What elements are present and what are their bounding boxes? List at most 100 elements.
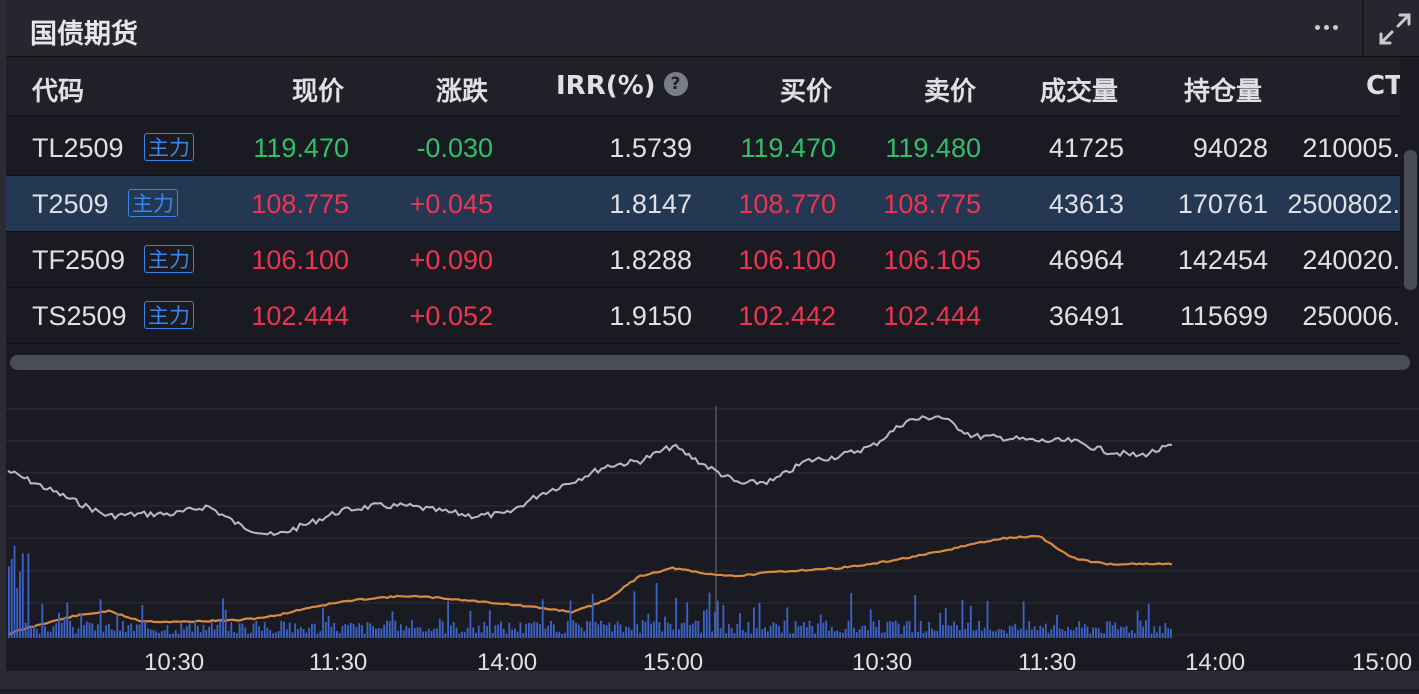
volume-bar [74,633,77,638]
volume-bar [794,621,797,638]
volume-cell: 46964 [1048,245,1124,275]
volume-bar [147,628,149,638]
volume-bar [766,631,769,638]
volume-bar [786,607,789,638]
volume-bar [905,621,908,638]
irr-cell: 1.8147 [609,189,692,219]
volume-bar [730,627,733,638]
volume-bar [694,620,697,638]
col-ask[interactable]: 卖价 [924,77,977,107]
volume-bar [967,622,969,638]
col-open-interest[interactable]: 持仓量 [1184,77,1263,107]
table-row[interactable]: TF2509 106.100 +0.090 1.8288 106.100 106.105 4… [6,232,1400,288]
volume-bar [700,632,702,638]
left-border [0,0,6,689]
volume-bar [666,622,669,638]
volume-bar [91,623,94,638]
volume-bar [205,630,208,638]
volume-bar [425,631,427,638]
volume-bar [744,632,747,638]
volume-bar [344,624,347,638]
volume-bar [349,622,352,638]
expand-arrows-icon[interactable] [1376,10,1414,48]
table-row[interactable]: TS2509 102.444 +0.052 1.9150 102.442 102.444 3… [6,288,1400,344]
volume-bar [994,631,997,638]
col-bid[interactable]: 买价 [780,77,833,107]
volume-bar [847,620,850,638]
col-irr[interactable]: IRR(%)? [556,71,688,101]
volume-bar [299,626,302,638]
volume-bar [619,624,622,638]
intraday-chart[interactable]: 10:30 11:30 14:00 15:00 10:30 11:30 14:00 15:00 [6,376,1419,689]
volume-bar [1070,629,1072,638]
col-price[interactable]: 现价 [292,77,345,107]
volume-bar [525,624,527,638]
volume-bar [427,628,430,638]
main-contract-badge: 主力 [144,301,194,329]
more-options-button[interactable] [1302,10,1350,44]
volume-bar [922,632,925,638]
volume-bar [369,623,372,638]
volume-bar [569,600,572,638]
volume-bar [230,622,233,638]
ct-cell: 250006. [1302,301,1400,331]
col-ct[interactable]: CT [1366,71,1400,101]
volume-bar [27,553,30,638]
volume-bar [792,633,794,638]
table-row[interactable]: T2509 108.775 +0.045 1.8147 108.770 108.775 43… [6,176,1400,232]
volume-bar [1083,624,1086,638]
volume-bar [602,624,605,638]
ask-cell: 108.775 [883,189,981,219]
volume-bar [691,623,694,638]
col-change[interactable]: 涨跌 [436,77,489,107]
volume-bar [408,628,411,638]
volume-bar [605,625,608,638]
volume-bar [80,613,83,638]
volume-bar [60,622,63,638]
volume-bar [263,622,266,638]
horizontal-scrollbar[interactable] [10,355,1410,370]
volume-bar [883,632,886,638]
volume-bar [447,601,449,638]
volume-bar [1078,621,1081,638]
volume-bar [867,630,869,638]
irr-cell: 1.5739 [609,133,692,163]
col-code[interactable]: 代码 [32,77,85,107]
vertical-scrollbar[interactable] [1404,150,1417,290]
volume-bar [992,631,994,638]
volume-bar [872,621,875,638]
volume-bar [814,633,816,638]
volume-bar [1025,629,1028,638]
volume-bar [894,620,897,638]
volume-bar [714,611,716,638]
volume-bar [514,628,516,638]
code-cell: T2509 [32,189,109,219]
volume-bar [1150,633,1153,638]
volume-bar [380,628,383,638]
volume-bar [644,621,647,638]
volume-bar [110,629,113,638]
volume-bar [886,621,889,638]
price-cell: 102.444 [251,301,349,331]
volume-bar [330,626,333,638]
table-row[interactable]: TL2509 119.470 -0.030 1.5739 119.470 119.480 4… [6,120,1400,176]
table-header: 代码 现价 涨跌 IRR(%)? 买价 卖价 成交量 持仓量 CT [6,57,1400,116]
volume-bar [997,629,1000,638]
volume-bar [444,633,447,638]
help-circle-icon[interactable]: ? [663,71,688,96]
volume-bar [10,559,13,638]
volume-bar [46,631,49,638]
volume-bar [24,622,27,638]
volume-bar [358,623,361,638]
volume-bar [288,622,291,638]
volume-bar [394,620,397,638]
volume-bar [630,629,633,638]
volume-bar [647,613,650,638]
volume-bar [805,627,808,638]
volume-bar [313,623,316,638]
more-dots-icon [1314,24,1320,30]
volume-bar [683,622,686,638]
col-volume[interactable]: 成交量 [1040,77,1119,107]
volume-bar [1058,628,1061,638]
